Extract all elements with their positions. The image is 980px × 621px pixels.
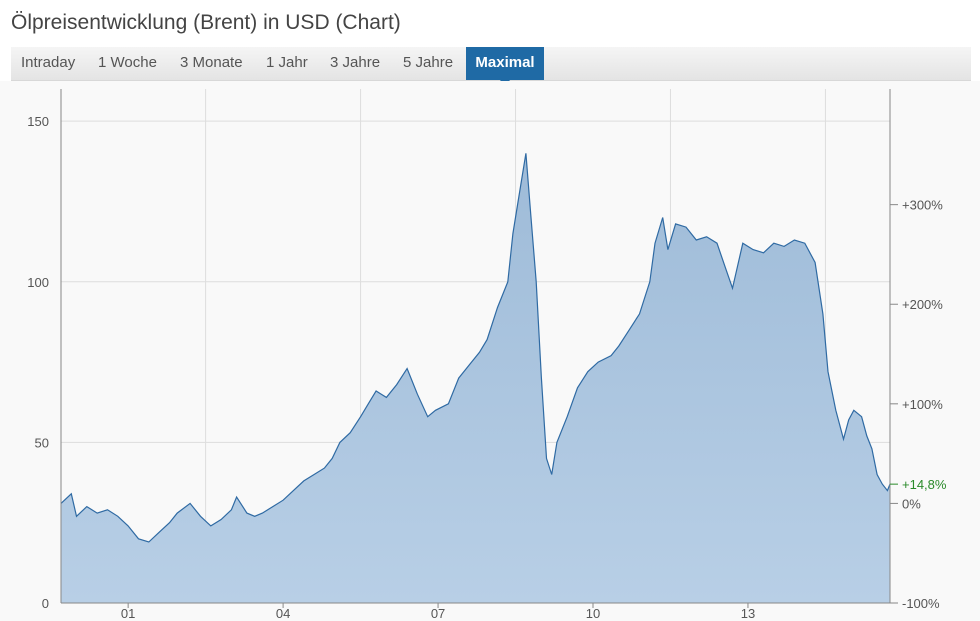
tab-1-jahr[interactable]: 1 Jahr xyxy=(266,54,308,71)
y-tick-label: 150 xyxy=(27,114,49,129)
price-area xyxy=(61,153,890,604)
right-tick-label: +200% xyxy=(902,297,943,312)
price-line xyxy=(60,153,891,543)
y-tick-label: 50 xyxy=(35,435,49,450)
x-tick-label: 07 xyxy=(431,606,445,621)
y-tick-label: 0 xyxy=(42,596,49,611)
y-tick-label: 100 xyxy=(27,275,49,290)
price-chart: 0 50 100 150 01 04 07 10 13 -100% 0% +100% +200% +300… xyxy=(27,89,947,621)
right-tick-label: 0% xyxy=(902,496,921,511)
tab-3-jahre[interactable]: 3 Jahre xyxy=(330,54,381,71)
x-tick-label: 10 xyxy=(586,606,600,621)
right-tick-label: +300% xyxy=(902,198,943,213)
tab-maximal[interactable]: Maximal xyxy=(466,47,544,86)
tab-1-woche[interactable]: 1 Woche xyxy=(98,54,157,71)
timeframe-tabbar: Intraday 1 Woche 3 Monate 1 Jahr 3 Jahre… xyxy=(11,47,971,86)
tab-5-jahre[interactable]: 5 Jahre xyxy=(403,54,454,71)
right-tick-label: -100% xyxy=(902,596,940,611)
tab-intraday[interactable]: Intraday xyxy=(21,54,76,71)
x-tick-label: 13 xyxy=(741,606,755,621)
right-tick-label: +100% xyxy=(902,397,943,412)
x-tick-label: 01 xyxy=(121,606,135,621)
x-tick-label: 04 xyxy=(276,606,290,621)
chart-area: 0 50 100 150 01 04 07 10 13 -100% 0% +100% +200% +300… xyxy=(0,81,980,621)
tab-3-monate[interactable]: 3 Monate xyxy=(180,54,243,71)
page-title: Ölpreisentwicklung (Brent) in USD (Chart… xyxy=(11,11,401,34)
current-change-label: +14,8% xyxy=(902,477,947,492)
